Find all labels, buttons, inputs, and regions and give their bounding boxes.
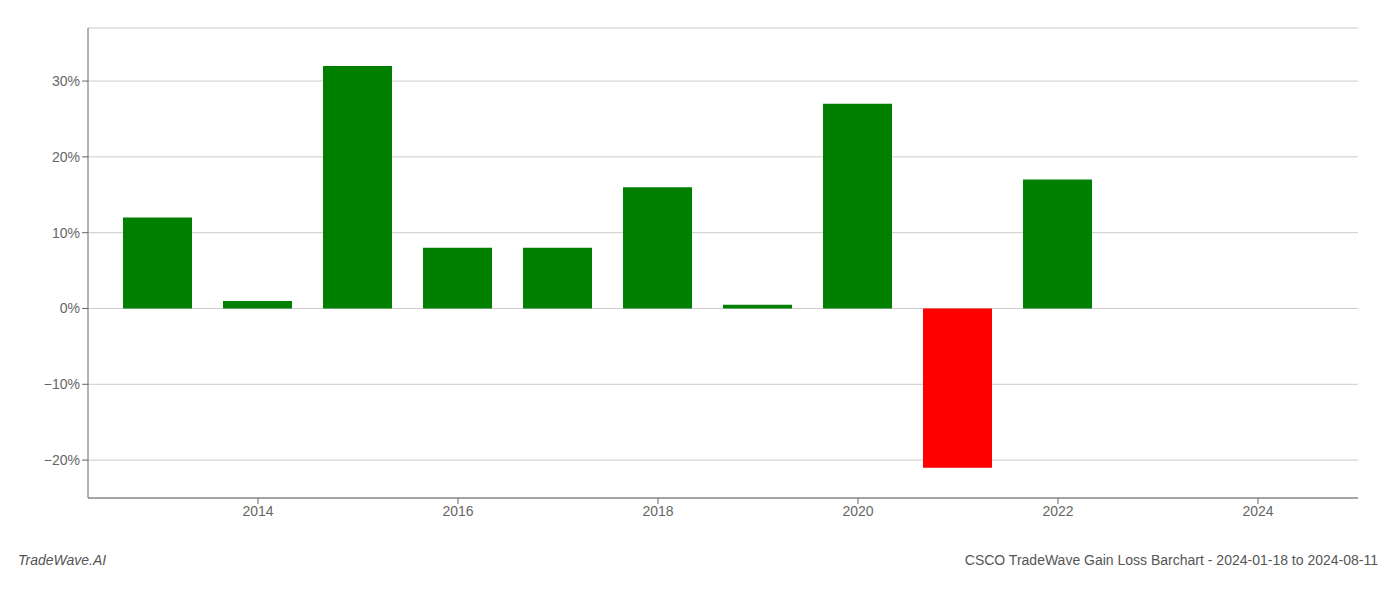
svg-text:2014: 2014 bbox=[242, 503, 273, 519]
html-text:TradeWave.AI: TradeWave.AI bbox=[18, 552, 107, 568]
svg-text:2024: 2024 bbox=[1242, 503, 1273, 519]
svg-text:−20%: −20% bbox=[44, 452, 80, 468]
svg-text:2022: 2022 bbox=[1042, 503, 1073, 519]
svg-text:10%: 10% bbox=[52, 225, 80, 241]
svg-text:20%: 20% bbox=[52, 149, 80, 165]
html-text:CSCO TradeWave Gain Loss Barch: CSCO TradeWave Gain Loss Barchart - 2024… bbox=[964, 552, 1378, 568]
svg-text:2018: 2018 bbox=[642, 503, 673, 519]
svg-text:−10%: −10% bbox=[44, 376, 80, 392]
svg-text:30%: 30% bbox=[52, 73, 80, 89]
svg-text:2020: 2020 bbox=[842, 503, 873, 519]
svg-text:0%: 0% bbox=[60, 300, 80, 316]
svg-text:2016: 2016 bbox=[442, 503, 473, 519]
